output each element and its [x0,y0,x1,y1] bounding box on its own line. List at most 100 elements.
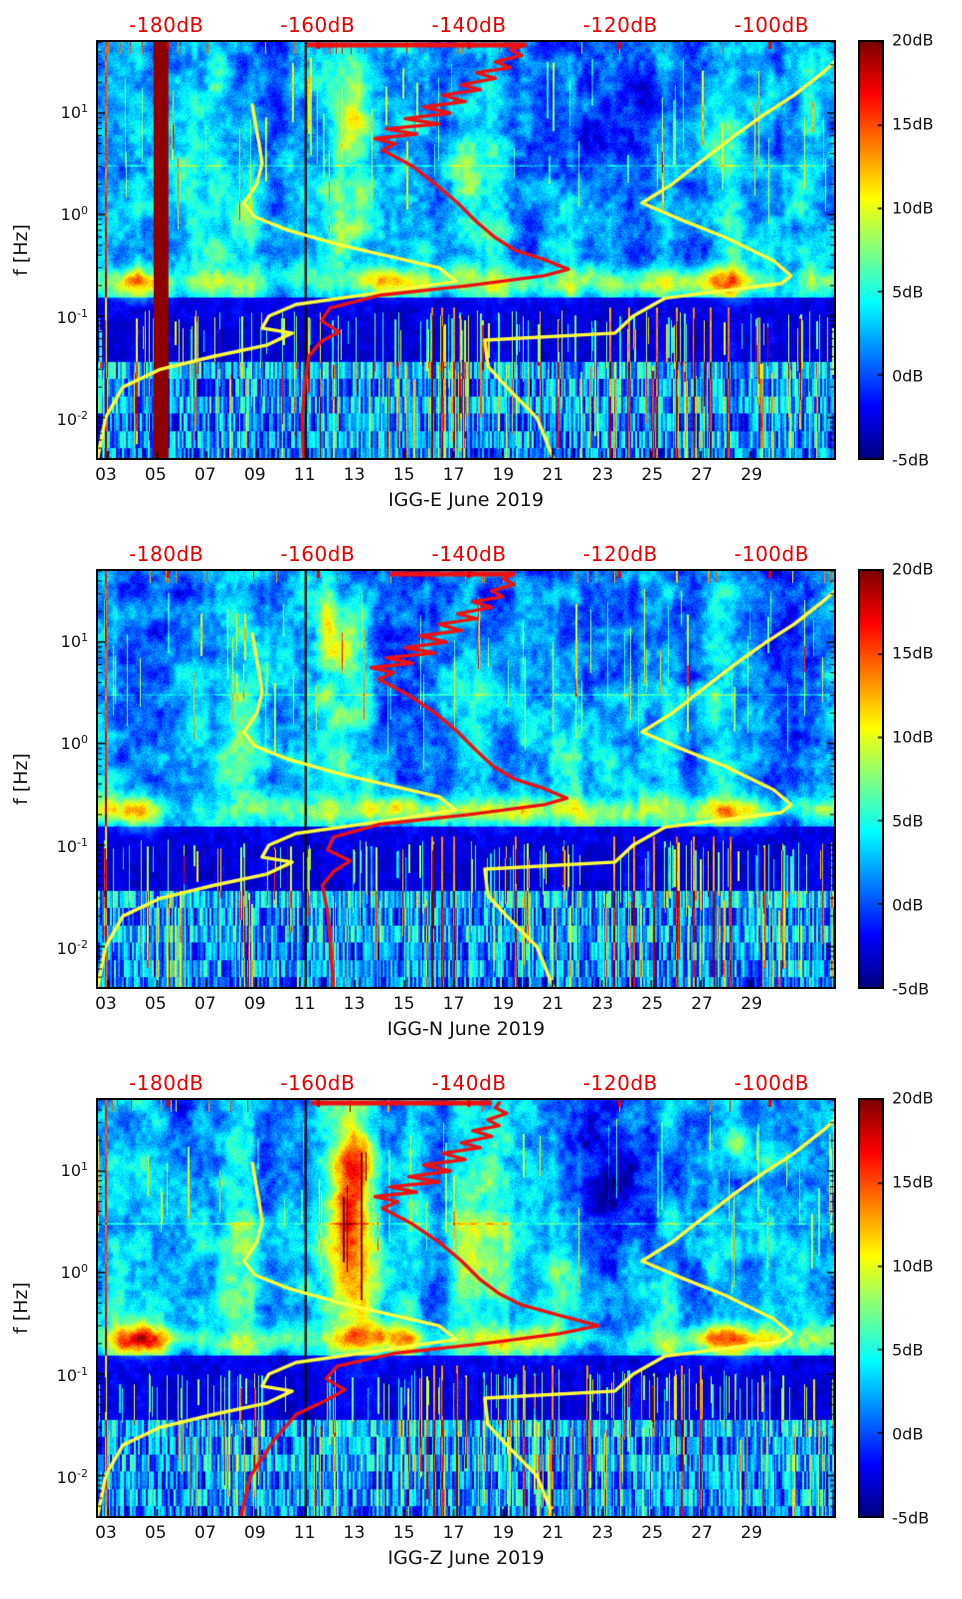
y-tick-label: 10-1 [56,1364,88,1385]
y-tick-labels: 101 100 10-1 10-2 [34,1098,96,1518]
colorbar-tick-label: 20dB [892,30,934,50]
colorbar-tick-labels: 20dB 15dB 10dB 5dB 0dB -5dB [884,560,954,999]
colorbar-tick-labels: 20dB 15dB 10dB 5dB 0dB -5dB [884,31,954,470]
spectrogram-panel-igg-z: -180dB -160dB -140dB -120dB -100dB f [Hz] 10… [8,1064,954,1574]
noise-spectrogram-figure: -180dB -160dB -140dB -120dB -100dB f [Hz] 10… [8,6,954,1574]
x-tick-label: 11 [293,1523,316,1543]
y-tick-label: 101 [60,1159,88,1180]
colorbar-tick-label: 5dB [892,282,924,302]
x-tick-labels: 03 05 07 09 11 13 15 17 19 21 23 25 27 29 [95,989,836,1015]
plot-area [96,40,836,460]
y-tick-label: 100 [60,1262,88,1283]
y-tick-label: 10-2 [56,409,88,430]
y-tick-labels: 101 100 10-1 10-2 [34,40,96,460]
x-tick-label: 05 [144,465,167,485]
x-tick-label: 15 [393,994,415,1014]
y-tick-label: 10-1 [56,306,88,327]
spectrogram-panel-igg-e: -180dB -160dB -140dB -120dB -100dB f [Hz] 10… [8,6,954,516]
colorbar-tick-label: 0dB [892,1424,924,1444]
x-tick-label: 23 [591,1523,614,1543]
top-axis-tick-label: -120dB [582,13,658,37]
colorbar-gradient [860,1100,882,1516]
x-tick-label: 07 [194,465,217,485]
top-axis-tick-label: -120dB [582,542,658,566]
spectrogram-canvas [98,42,834,458]
colorbar-tick-label: 20dB [892,559,934,579]
colorbar-tick-label: 0dB [892,366,924,386]
x-tick-label: 13 [343,994,366,1014]
top-axis-tick-label: -180dB [128,542,204,566]
colorbar [858,40,884,460]
spectrogram-panel-igg-n: -180dB -160dB -140dB -120dB -100dB f [Hz] 10… [8,535,954,1045]
plot-area [96,569,836,989]
y-tick-label: 10-1 [56,835,88,856]
x-axis-title: IGG-Z June 2019 [387,1547,545,1569]
x-tick-label: 13 [343,1523,366,1543]
top-axis-tick-label: -120dB [582,1071,658,1095]
top-axis-tick-label: -140dB [431,542,507,566]
x-tick-label: 05 [144,994,167,1014]
colorbar-gradient [860,42,882,458]
x-tick-label: 15 [393,1523,415,1543]
colorbar-tick-label: 10dB [892,727,934,747]
top-axis-tick-label: -180dB [128,13,204,37]
colorbar-tick-label: 15dB [892,643,934,663]
y-tick-label: 10-2 [56,938,88,959]
x-tick-label: 03 [95,994,117,1014]
x-tick-label: 07 [194,1523,217,1543]
x-tick-label: 03 [95,465,117,485]
y-axis-label-text: f [Hz] [10,753,33,805]
x-tick-label: 19 [492,994,515,1014]
x-tick-label: 09 [244,1523,266,1543]
x-tick-label: 27 [691,465,713,485]
x-tick-labels: 03 05 07 09 11 13 15 17 19 21 23 25 27 29 [95,460,836,486]
x-tick-label: 19 [492,465,515,485]
x-tick-label: 17 [442,465,465,485]
x-tick-label: 15 [393,465,415,485]
top-db-axis: -180dB -160dB -140dB -120dB -100dB [96,1064,836,1098]
y-axis-label: f [Hz] [8,1098,34,1518]
x-tick-labels: 03 05 07 09 11 13 15 17 19 21 23 25 27 29 [95,1518,836,1544]
x-tick-label: 25 [641,994,664,1014]
x-tick-label: 11 [293,465,316,485]
y-axis-label: f [Hz] [8,569,34,989]
top-axis-tick-label: -100dB [734,542,810,566]
colorbar-tick-label: 20dB [892,1088,934,1108]
x-tick-label: 25 [641,1523,664,1543]
spectrogram-canvas [98,571,834,987]
x-tick-label: 21 [542,465,564,485]
colorbar [858,1098,884,1518]
spectrogram-canvas [98,1100,834,1516]
colorbar-tick-label: -5dB [892,979,930,999]
colorbar-tick-label: 15dB [892,1172,934,1192]
y-tick-label: 101 [60,101,88,122]
y-axis-label-text: f [Hz] [10,1282,33,1334]
top-axis-tick-label: -100dB [734,13,810,37]
top-axis-tick-label: -100dB [734,1071,810,1095]
x-tick-label: 09 [244,465,266,485]
top-axis-tick-label: -140dB [431,1071,507,1095]
plot-area [96,1098,836,1518]
y-axis-label: f [Hz] [8,40,34,460]
x-tick-label: 09 [244,994,266,1014]
x-tick-label: 21 [542,994,564,1014]
x-tick-label: 29 [740,1523,763,1543]
x-tick-label: 29 [740,465,763,485]
y-axis-label-text: f [Hz] [10,224,33,276]
top-db-axis: -180dB -160dB -140dB -120dB -100dB [96,535,836,569]
x-axis-title: IGG-E June 2019 [388,489,544,511]
colorbar [858,569,884,989]
x-tick-label: 19 [492,1523,515,1543]
top-axis-tick-label: -160dB [280,13,356,37]
y-tick-labels: 101 100 10-1 10-2 [34,569,96,989]
x-tick-label: 29 [740,994,763,1014]
y-tick-label: 100 [60,204,88,225]
colorbar-tick-label: 0dB [892,895,924,915]
y-tick-label: 101 [60,630,88,651]
x-tick-label: 21 [542,1523,564,1543]
y-tick-label: 100 [60,733,88,754]
top-axis-tick-label: -160dB [280,1071,356,1095]
x-tick-label: 17 [442,1523,465,1543]
colorbar-tick-label: -5dB [892,1508,930,1528]
top-axis-tick-label: -140dB [431,13,507,37]
